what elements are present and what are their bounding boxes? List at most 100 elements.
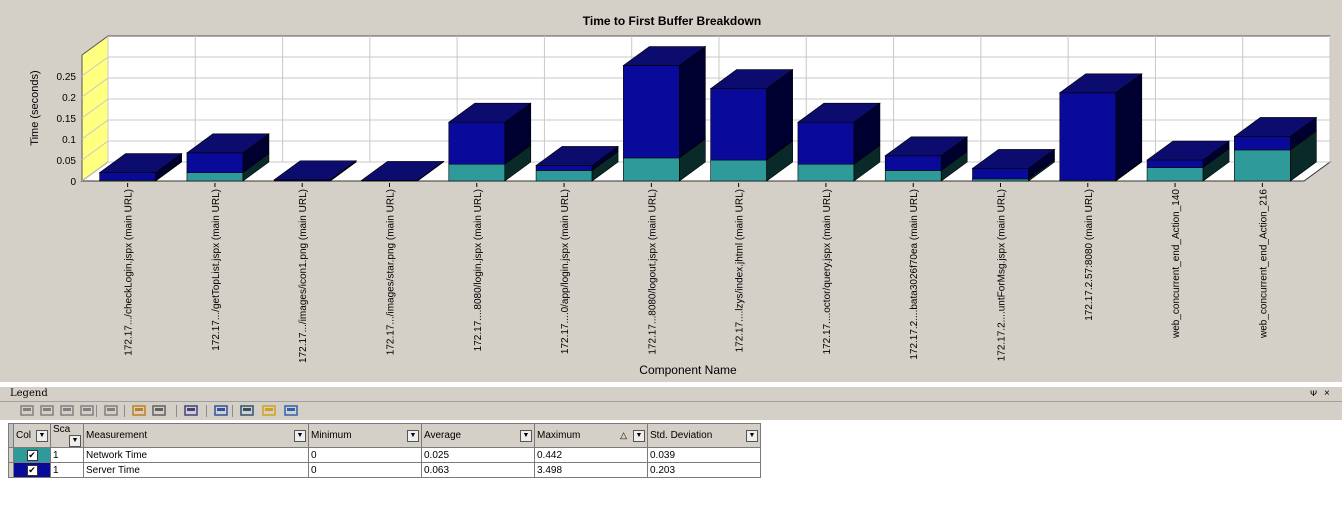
x-tick-label: 172.17.../getTopList.jspx (main URL) bbox=[211, 189, 222, 351]
columns-icon[interactable] bbox=[214, 404, 228, 417]
bar-segment bbox=[186, 172, 244, 182]
y-tick-label: 0.1 bbox=[62, 135, 76, 146]
toolbar-separator bbox=[176, 405, 177, 417]
bar-top bbox=[1146, 140, 1230, 161]
bar-top bbox=[622, 46, 707, 66]
plot-floor bbox=[80, 161, 1332, 182]
maximum-cell: 0.442 bbox=[534, 447, 648, 463]
bar-segment bbox=[1146, 167, 1204, 182]
funnel-icon[interactable] bbox=[104, 404, 118, 417]
average-cell: 0.025 bbox=[421, 447, 535, 463]
std-deviation-cell: 0.203 bbox=[647, 462, 761, 478]
bar-segment bbox=[448, 121, 506, 165]
bar-segment bbox=[448, 163, 506, 182]
col-header-minimum[interactable]: Minimum ▼ bbox=[308, 423, 422, 448]
x-tick-label: web_concurrent_end_Action_216 bbox=[1258, 189, 1269, 339]
x-tick-label: 172.17....0/app/login.jspx (main URL) bbox=[560, 189, 571, 354]
grid-line bbox=[81, 119, 109, 140]
scale-cell: 1 bbox=[50, 462, 84, 478]
bar-segment bbox=[99, 172, 156, 181]
link-icon[interactable] bbox=[80, 404, 94, 417]
bar-top bbox=[273, 160, 358, 181]
x-tick-label: 172.17.2....bata3026f70ea (main URL) bbox=[909, 189, 920, 360]
col-header-average[interactable]: Average ▼ bbox=[421, 423, 535, 448]
toolbar-separator bbox=[206, 405, 207, 417]
maximum-cell: 3.498 bbox=[534, 462, 648, 478]
col-header-scale[interactable]: Sca ▼ bbox=[50, 423, 84, 448]
legend-header: Legend ᴪ × bbox=[0, 386, 1342, 402]
bar-segment bbox=[1234, 149, 1291, 182]
bar-segment bbox=[1059, 92, 1117, 181]
bar-top bbox=[447, 102, 532, 123]
x-tick-label: 172.17.../checkLogin.jspx (main URL) bbox=[124, 189, 135, 356]
bar-top bbox=[1058, 73, 1143, 94]
col-header-maximum[interactable]: Maximum ▼ △ bbox=[534, 423, 648, 448]
measurement-cell: Network Time bbox=[83, 447, 309, 463]
grid-line bbox=[81, 56, 109, 77]
export-icon[interactable] bbox=[132, 404, 146, 417]
configure-icon[interactable] bbox=[152, 404, 166, 417]
bar-segment bbox=[972, 168, 1029, 180]
y-tick-label: 0.15 bbox=[57, 114, 77, 125]
x-tick-label: 172.17....8080/login.jspx (main URL) bbox=[473, 189, 484, 351]
legend-table-header: Col ▼ Sca ▼ Measurement ▼ Minimum ▼ Average ▼… bbox=[8, 423, 761, 448]
y-axis-label: Time (seconds) bbox=[29, 70, 41, 145]
col-header-color[interactable]: Col ▼ bbox=[13, 423, 51, 448]
bar-segment bbox=[797, 163, 855, 182]
filter-icon[interactable] bbox=[20, 404, 34, 417]
highlight-icon[interactable] bbox=[262, 404, 276, 417]
grid-icon[interactable] bbox=[284, 404, 298, 417]
series-color-swatch[interactable]: ✔ bbox=[13, 462, 51, 478]
legend-toolbar bbox=[0, 402, 1342, 420]
x-tick-label: 172.17....lzys/index.jhtml (main URL) bbox=[735, 189, 746, 352]
y-tick-label: 0 bbox=[70, 177, 76, 188]
scale-icon[interactable] bbox=[184, 404, 198, 417]
x-tick-label: 172.17.2.57:8080 (main URL) bbox=[1084, 189, 1095, 321]
x-tick-label: 172.17.2....untForMsg.jspx (main URL) bbox=[997, 189, 1008, 361]
visibility-checkbox[interactable]: ✔ bbox=[26, 449, 38, 461]
grid-line bbox=[81, 98, 109, 119]
bar-top bbox=[971, 149, 1056, 169]
sort-icon[interactable] bbox=[240, 404, 254, 417]
x-tick-label: 172.17....octor/query.jspx (main URL) bbox=[822, 189, 833, 354]
minimum-cell: 0 bbox=[308, 447, 422, 463]
bar-top bbox=[709, 69, 794, 89]
bar-top bbox=[360, 161, 445, 181]
col-header-measurement[interactable]: Measurement ▼ bbox=[83, 423, 309, 448]
legend-title: Legend bbox=[10, 388, 48, 399]
bar-top bbox=[884, 136, 969, 157]
close-icon[interactable]: × bbox=[1324, 388, 1330, 399]
chart-title: Time to First Buffer Breakdown bbox=[583, 14, 761, 28]
chart-svg: Time to First Buffer Breakdown 0 0.05 0.1 0.… bbox=[1, 10, 1340, 377]
x-tick-label: 172.17.../images/star.png (main URL) bbox=[386, 189, 397, 355]
legend-table: Col ▼ Sca ▼ Measurement ▼ Minimum ▼ Average ▼… bbox=[8, 423, 761, 478]
col-header-std-deviation[interactable]: Std. Deviation ▼ bbox=[647, 423, 761, 448]
bar-segment bbox=[623, 65, 680, 159]
x-axis-label: Component Name bbox=[639, 363, 737, 377]
title-bar bbox=[1, 10, 1340, 30]
std-deviation-cell: 0.039 bbox=[647, 447, 761, 463]
bar-segment bbox=[186, 152, 244, 173]
x-tick-label: web_concurrent_end_Action_140 bbox=[1171, 189, 1182, 339]
merge-icon[interactable] bbox=[60, 404, 74, 417]
y-tick-label: 0.25 bbox=[57, 72, 77, 83]
x-tick-label: 172.17.../images/icon1.png (main URL) bbox=[298, 189, 309, 363]
bar-segment bbox=[884, 170, 942, 182]
y-tick-label: 0.05 bbox=[57, 156, 77, 167]
minimum-cell: 0 bbox=[308, 462, 422, 478]
pin-icon[interactable]: ᴪ bbox=[1310, 388, 1318, 399]
series-color-swatch[interactable]: ✔ bbox=[13, 447, 51, 463]
bar-segment bbox=[535, 170, 593, 182]
table-row[interactable]: ✔ 1 Server Time 0 0.063 3.498 0.203 bbox=[8, 462, 761, 478]
scale-cell: 1 bbox=[50, 447, 84, 463]
visibility-checkbox[interactable]: ✔ bbox=[26, 464, 38, 476]
table-row[interactable]: ✔ 1 Network Time 0 0.025 0.442 0.039 bbox=[8, 447, 761, 463]
chart-panel: Time to First Buffer Breakdown 0 0.05 0.1 0.… bbox=[0, 0, 1342, 382]
average-cell: 0.063 bbox=[421, 462, 535, 478]
group-icon[interactable] bbox=[40, 404, 54, 417]
bar-top bbox=[535, 146, 619, 166]
toolbar-separator bbox=[232, 405, 233, 417]
toolbar-separator bbox=[96, 405, 97, 417]
y-tick-label: 0.2 bbox=[62, 93, 76, 104]
bar-segment bbox=[623, 157, 680, 182]
